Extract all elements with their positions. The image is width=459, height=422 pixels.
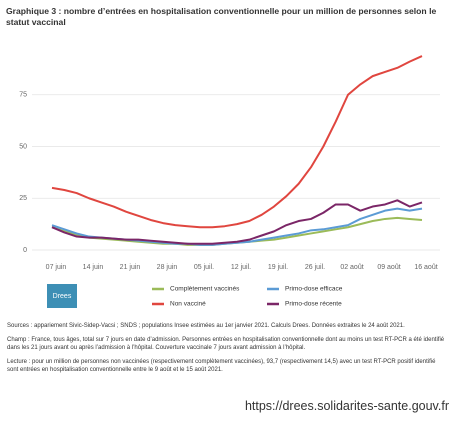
legend-label: Complètement vaccinés <box>170 286 240 293</box>
note: Lecture : pour un million de personnes n… <box>7 358 436 374</box>
x-tick-label: 26 juil. <box>305 264 325 271</box>
notes: Sources : appariement Sivic-Sidep-Vacsi … <box>7 322 447 380</box>
x-tick-label: 07 juin <box>46 264 67 271</box>
x-tick-label: 09 août <box>377 264 400 271</box>
logo: Drees <box>53 293 72 300</box>
y-tick-label: 0 <box>23 247 27 254</box>
chart-title: Graphique 3 : nombre d’entrées en hospit… <box>6 6 437 27</box>
x-tick-label: 05 juil. <box>194 264 214 271</box>
legend-label: Non vacciné <box>170 301 206 308</box>
series-line <box>51 55 423 229</box>
legend-label: Primo-dose efficace <box>285 286 343 293</box>
x-tick-label: 21 juin <box>120 264 141 271</box>
logo-box <box>47 284 77 308</box>
y-tick-label: 25 <box>19 195 27 202</box>
source-url: https://drees.solidarites-sante.gouv.fr <box>244 399 449 413</box>
x-tick-label: 19 juil. <box>268 264 288 271</box>
legend-label: Primo-dose récente <box>285 301 342 308</box>
note: Sources : appariement Sivic-Sidep-Vacsi … <box>7 323 405 329</box>
x-tick-label: 14 juin <box>83 264 104 271</box>
y-tick-label: 75 <box>19 92 27 99</box>
x-tick-label: 16 août <box>414 264 437 271</box>
note: Champ : France, tous âges, total sur 7 j… <box>7 336 445 352</box>
series-line <box>51 199 423 245</box>
x-tick-label: 12 juil. <box>231 264 251 271</box>
chart: Drees 0 25 50 75 07 juin 14 juin 21 juin 28 jui… <box>19 55 440 308</box>
y-tick-label: 50 <box>19 143 27 150</box>
x-tick-label: 02 août <box>340 264 363 271</box>
x-tick-label: 28 juin <box>157 264 178 271</box>
